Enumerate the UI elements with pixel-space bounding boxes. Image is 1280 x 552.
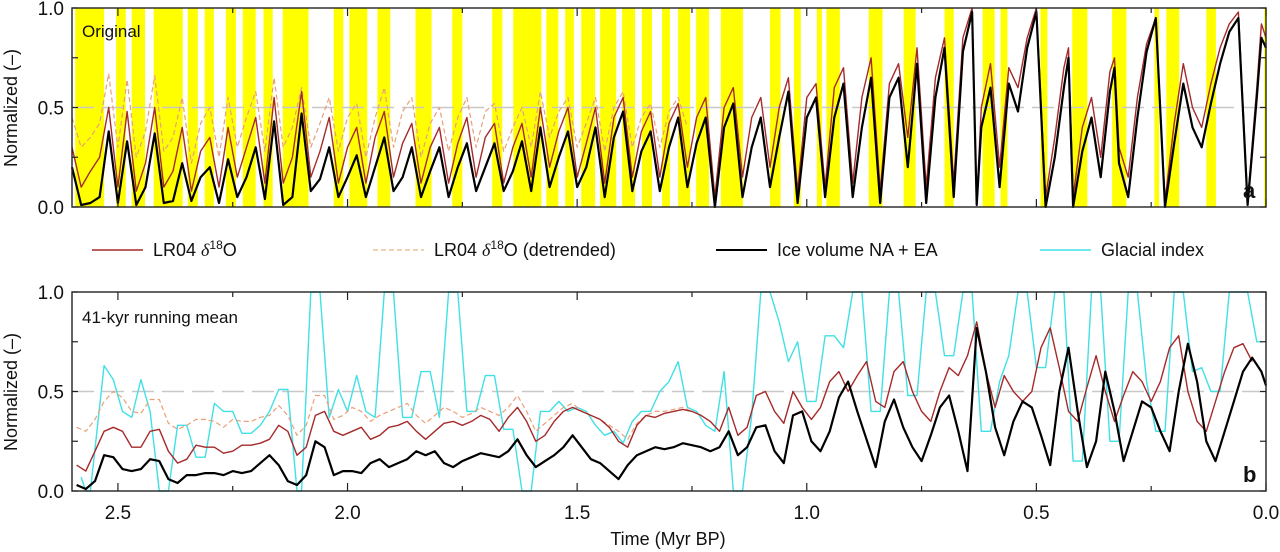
y-tick-label: 0.0: [38, 198, 64, 219]
legend-item-ice-volume: Ice volume NA + EA: [716, 240, 938, 260]
panel-letter: b: [1243, 462, 1256, 487]
legend-item-lr04: LR04 δ18O: [92, 238, 237, 260]
legend-item-lr04-detrended: LR04 δ18O (detrended): [373, 238, 616, 260]
x-tick-label: 1.0: [794, 503, 820, 524]
legend: LR04 δ18O LR04 δ18O (detrended) Ice volume…: [92, 238, 1204, 260]
y-tick-label: 0.5: [38, 383, 64, 404]
y-axis-title: Normalized (–): [1, 49, 21, 167]
glacial-band: [868, 8, 883, 207]
x-tick-label: 2.5: [105, 503, 131, 524]
x-tick-label: 0.0: [1253, 503, 1279, 524]
y-axis-ticks: 0.0 0.5 1.0: [38, 0, 1266, 219]
y-tick-label: 0.5: [38, 99, 64, 120]
x-axis-ticks: [117, 8, 1267, 207]
panel-letter: a: [1243, 178, 1256, 203]
glacial-band: [816, 8, 822, 207]
series-line-lr04-o: [76, 321, 1253, 472]
glacial-band: [600, 8, 617, 207]
legend-label: Glacial index: [1101, 240, 1204, 260]
panel-b: 0.0 0.5 1.0 2.5 2.0 1.5 1.0 0.5 0.0 41-kyr runn…: [1, 283, 1279, 549]
series-group: [76, 291, 1268, 492]
glacial-band: [903, 8, 916, 207]
legend-label: LR04 δ18O (detrended): [434, 238, 616, 260]
x-tick-label: 1.5: [564, 503, 590, 524]
x-tick-label: 0.5: [1023, 503, 1049, 524]
glacial-band: [662, 8, 670, 207]
y-axis-ticks: 0.0 0.5 1.0: [38, 283, 1266, 503]
x-axis-title: Time (Myr BP): [610, 529, 725, 549]
series-line-lr04-o-detrended: [71, 73, 688, 164]
series-group: [70, 7, 1267, 209]
legend-item-glacial-index: Glacial index: [1040, 240, 1204, 260]
panel-a: 0.0 0.5 1.0 Original a Normalized (–): [1, 0, 1267, 219]
glacial-band: [333, 8, 344, 207]
y-tick-label: 1.0: [38, 283, 64, 304]
glacial-band: [452, 8, 463, 207]
glacial-band: [1112, 8, 1127, 207]
y-axis-title: Normalized (–): [1, 333, 21, 451]
x-axis-ticks: 2.5 2.0 1.5 1.0 0.5 0.0: [105, 292, 1279, 524]
x-tick-label: 2.0: [334, 503, 360, 524]
panel-label: 41-kyr running mean: [82, 308, 238, 327]
series-line-ice-volume-na-ea: [76, 326, 1268, 491]
series-line-lr04-o: [71, 7, 1267, 204]
legend-label: LR04 δ18O: [153, 238, 237, 260]
panel-label: Original: [82, 22, 141, 41]
y-tick-label: 0.0: [38, 482, 64, 503]
y-tick-label: 1.0: [38, 0, 64, 20]
series-line-glacial-index: [80, 291, 1262, 492]
legend-label: Ice volume NA + EA: [777, 240, 938, 260]
series-line-ice-volume-na-ea: [70, 10, 1267, 209]
